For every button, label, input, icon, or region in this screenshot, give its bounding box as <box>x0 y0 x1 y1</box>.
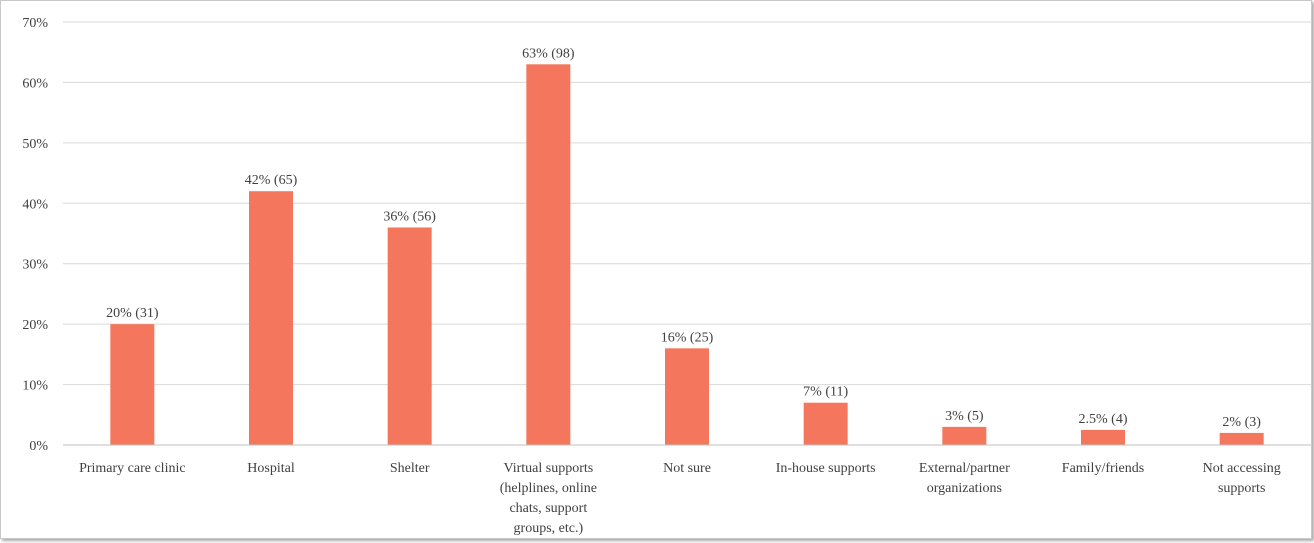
data-label: 2% (3) <box>1222 415 1261 430</box>
category-label: Primary care clinic <box>79 461 186 476</box>
data-label: 16% (25) <box>661 330 714 345</box>
bar <box>387 227 432 445</box>
category-label: Family/friends <box>1062 461 1144 476</box>
category-label: External/partner <box>919 461 1010 476</box>
y-tick-label: 70% <box>22 16 48 31</box>
y-tick-label: 0% <box>29 439 48 454</box>
bar <box>1219 432 1264 445</box>
data-label: 42% (65) <box>245 173 298 188</box>
category-label: groups, etc.) <box>514 521 584 536</box>
bar <box>942 426 987 445</box>
category-label: chats, support <box>509 501 587 516</box>
bar <box>110 324 155 445</box>
category-label: Hospital <box>247 461 295 476</box>
category-label: Virtual supports <box>503 461 593 476</box>
y-axis-tick-labels: 0% 10% 20% 30% 40% 50% 60% 70% <box>22 16 48 454</box>
category-label: Shelter <box>390 461 430 476</box>
y-tick-label: 40% <box>22 197 48 212</box>
category-label: Not accessing <box>1203 461 1281 476</box>
data-label: 2.5% (4) <box>1079 412 1128 427</box>
bar <box>665 348 709 445</box>
y-tick-label: 20% <box>22 318 48 333</box>
data-label: 63% (98) <box>522 46 575 61</box>
bars <box>110 64 1264 446</box>
category-label: organizations <box>927 481 1002 496</box>
y-tick-label: 10% <box>22 379 48 394</box>
x-axis-category-labels: Primary care clinic Hospital Shelter Virtua… <box>79 461 1281 536</box>
category-label: In-house supports <box>776 461 876 476</box>
y-tick-label: 60% <box>22 76 48 91</box>
y-tick-label: 50% <box>22 137 48 152</box>
data-labels: 20% (31) 42% (65) 36% (56) 63% (98) 16% (25)… <box>106 46 1261 430</box>
bar <box>249 191 293 445</box>
bar <box>526 64 571 446</box>
category-label: Not sure <box>663 461 711 476</box>
data-label: 36% (56) <box>383 209 436 224</box>
y-tick-label: 30% <box>22 258 48 273</box>
data-label: 7% (11) <box>803 385 848 400</box>
bar <box>1081 429 1125 445</box>
data-label: 3% (5) <box>945 409 984 424</box>
bar <box>803 402 848 445</box>
category-label: supports <box>1218 481 1265 496</box>
data-label: 20% (31) <box>106 306 159 321</box>
category-label: (helplines, online <box>500 481 597 496</box>
